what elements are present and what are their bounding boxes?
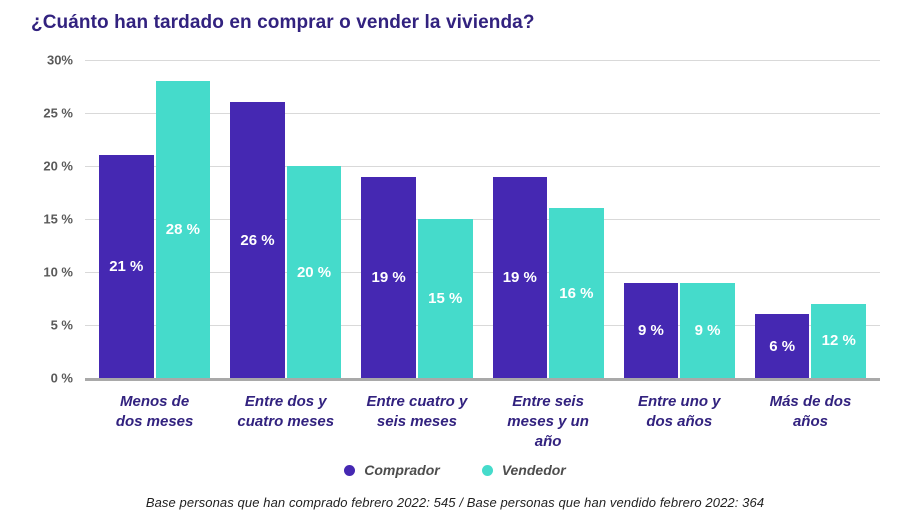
bar-value-label: 20 % [296,263,332,281]
bar-value-label: 12 % [821,332,856,350]
y-axis-tick-label: 0 % [50,370,73,386]
bar-group: 9 % 9 % [623,60,735,378]
bar-vendedor: 15 % [417,219,473,378]
bar-group: 19 % 16 % [492,60,604,378]
base-note: Base personas que han comprado febrero 2… [145,495,765,510]
y-axis-tick-label: 30% [46,52,73,68]
bar-group: 26 % 20 % [230,60,342,378]
gridline [85,113,880,114]
legend-dot-icon [344,464,356,476]
y-axis-tick-label: 25 % [43,105,73,121]
bar-comprador: 21 % [99,155,154,378]
legend-dot-icon [481,464,493,476]
legend-label: Comprador [364,462,440,478]
gridline [85,60,880,61]
y-axis-tick-label: 15 % [43,211,73,227]
legend-label: Vendedor [501,462,566,478]
x-axis-category-label: Entre cuatro y seis meses [366,393,468,430]
x-axis-category-label: Menos de dos meses [115,393,194,430]
y-axis-tick-label: 10 % [43,264,73,280]
gridline [85,272,880,273]
bar-comprador: 9 % [623,282,679,378]
x-axis-category-label: Entre dos y cuatro meses [237,393,335,430]
bar-chart: 30% 25 % 20 % 15 % 10 % 5 % 0 % 21 % 28 % 26 % 20… [43,53,880,452]
bar-value-label: 28 % [165,221,200,239]
bar-groups: 21 % 28 % 26 % 20 % 19 % 15 % 19 % 16 % 9 % 9 % 6 … [85,60,880,378]
bar-group: 21 % 28 % [99,60,211,378]
bar-value-label: 16 % [559,284,594,302]
gridline [85,325,880,326]
bar-vendedor: 16 % [549,208,604,378]
chart-title: ¿Cuánto han tardado en comprar o vender … [31,12,535,33]
bar-vendedor: 9 % [680,282,735,378]
x-axis-category-label: Entre seis meses y un año [507,393,589,450]
bar-value-label: 19 % [502,268,537,286]
y-axis-tick-label: 20 % [43,158,73,174]
legend-item-vendedor: Vendedor [481,462,566,478]
bar-value-label: 9 % [694,321,721,339]
legend-item-comprador: Comprador [344,462,440,478]
legend: Comprador Vendedor [0,462,910,478]
x-axis: Menos de dos meses Entre dos y cuatro mes… [85,392,880,452]
bar-value-label: 9 % [638,321,664,339]
bar-vendedor: 20 % [286,166,342,378]
x-axis-category-label: Más de dos años [769,393,852,430]
bar-vendedor: 28 % [155,81,211,378]
bar-value-label: 21 % [109,258,144,276]
bar-vendedor: 12 % [811,303,867,378]
bar-group: 6 % 12 % [754,60,867,378]
gridline [85,166,880,167]
y-axis-tick-label: 5 % [50,317,73,333]
bar-comprador: 6 % [754,314,810,378]
gridline [85,219,880,220]
plot-area: 30% 25 % 20 % 15 % 10 % 5 % 0 % 21 % 28 % 26 % 20… [43,53,880,386]
bar-comprador: 26 % [230,102,285,378]
bar-comprador: 19 % [492,176,548,378]
bar-value-label: 19 % [371,268,406,286]
bar-value-label: 6 % [769,337,796,355]
bar-comprador: 19 % [361,176,416,378]
x-axis-category-label: Entre uno y dos años [638,393,721,430]
bar-value-label: 26 % [240,231,275,249]
bar-group: 19 % 15 % [361,60,473,378]
bar-value-label: 15 % [428,290,463,307]
